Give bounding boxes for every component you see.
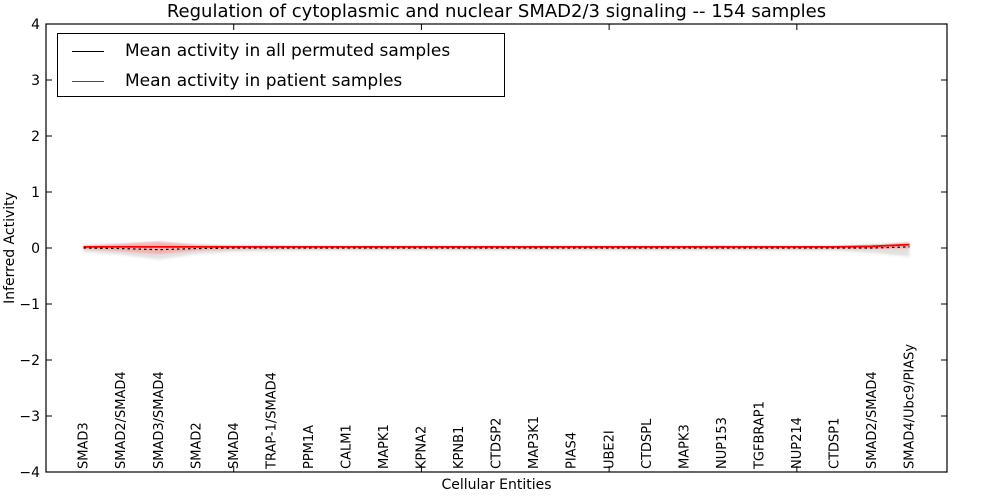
- x-category-label: PPM1A: [302, 425, 317, 469]
- y-tick-labels: 4 3 2 1 0 −1 −2 −3 −4: [19, 17, 40, 481]
- x-category-label: NUP153: [715, 417, 730, 469]
- y-tick-label: 4: [31, 17, 40, 33]
- legend-line-sample-black: [72, 50, 104, 52]
- x-category-label: CTDSP2: [490, 418, 505, 469]
- std-bands: [83, 241, 910, 260]
- mean-lines: [83, 243, 910, 251]
- legend-line-sample-red: [72, 80, 104, 82]
- y-tick-label: −2: [19, 353, 40, 369]
- x-category-label: MAPK1: [377, 424, 392, 469]
- x-category-label: SMAD4: [227, 422, 242, 469]
- x-category-label: CALM1: [339, 424, 354, 469]
- x-category-label: KPNA2: [415, 426, 430, 469]
- x-category-label: SMAD2/SMAD4: [114, 371, 129, 469]
- x-category-label: CTDSPL: [640, 418, 655, 469]
- x-axis-label: Cellular Entities: [441, 477, 552, 493]
- x-category-label: KPNB1: [452, 426, 467, 469]
- y-tick-label: 0: [31, 241, 40, 257]
- x-category-label: MAPK3: [677, 424, 692, 469]
- legend-label-patient: Mean activity in patient samples: [125, 71, 403, 91]
- permuted-mean-line: [83, 246, 910, 251]
- x-category-label: TGFBRAP1: [752, 401, 767, 470]
- x-category-label: SMAD4/Ubc9/PIASy: [903, 344, 918, 469]
- x-category-label: CTDSP1: [828, 418, 843, 469]
- x-category-label: PIAS4: [565, 432, 580, 469]
- axis-ticks: [45, 23, 947, 473]
- x-category-label: UBE2I: [602, 430, 617, 469]
- legend-item-permuted: Mean activity in all permuted samples: [58, 36, 504, 66]
- y-tick-label: −4: [19, 465, 40, 481]
- legend-label-permuted: Mean activity in all permuted samples: [125, 41, 451, 61]
- y-tick-label: 3: [31, 73, 40, 89]
- legend: Mean activity in all permuted samples Me…: [57, 33, 505, 97]
- y-axis-label: Inferred Activity: [2, 192, 18, 304]
- patient-mean-line: [83, 243, 910, 248]
- y-tick-label: 2: [31, 129, 40, 145]
- x-category-label: SMAD3: [77, 422, 92, 469]
- legend-item-patient: Mean activity in patient samples: [58, 66, 504, 96]
- y-tick-label: −3: [19, 409, 40, 425]
- y-tick-label: −1: [19, 297, 40, 313]
- x-category-label: TRAP-1/SMAD4: [264, 372, 279, 470]
- x-category-labels: SMAD3 SMAD2/SMAD4 SMAD3/SMAD4 SMAD2 SMAD4 TRA…: [77, 344, 918, 470]
- chart-title: Regulation of cytoplasmic and nuclear SM…: [166, 1, 827, 22]
- x-category-label: SMAD2: [189, 422, 204, 469]
- x-category-label: NUP214: [790, 417, 805, 469]
- x-category-label: MAP3K1: [527, 416, 542, 469]
- y-tick-label: 1: [31, 185, 40, 201]
- x-category-label: SMAD2/SMAD4: [865, 371, 880, 469]
- x-category-label: SMAD3/SMAD4: [152, 371, 167, 469]
